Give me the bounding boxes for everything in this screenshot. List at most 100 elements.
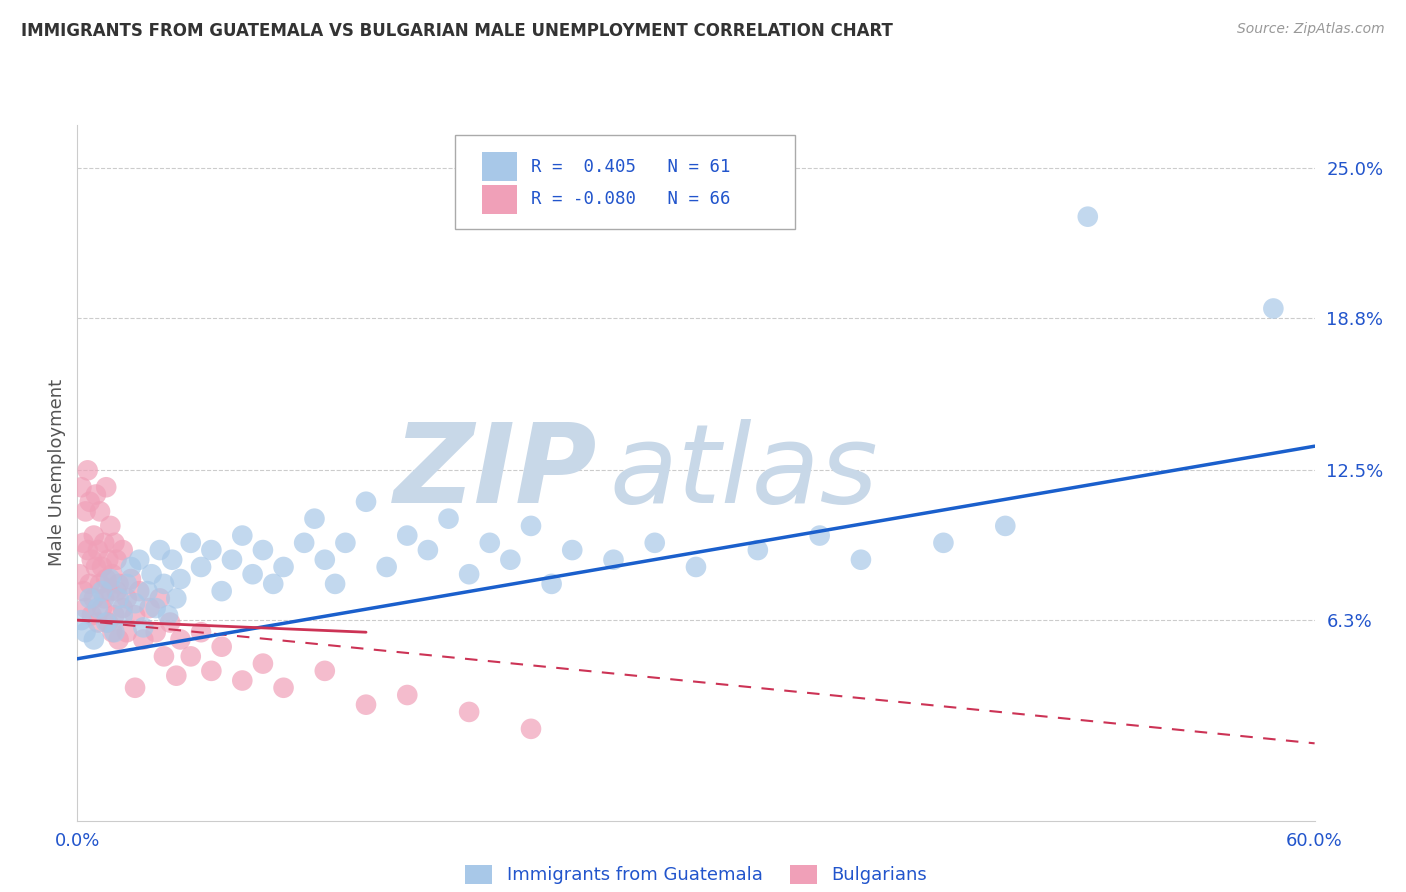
Point xyxy=(252,657,274,671)
Point xyxy=(105,552,128,567)
Point xyxy=(153,577,176,591)
Point xyxy=(103,536,125,550)
Point xyxy=(101,567,124,582)
Point xyxy=(107,632,129,647)
Point xyxy=(75,601,97,615)
Point xyxy=(808,528,831,542)
Point xyxy=(416,543,439,558)
Point xyxy=(79,591,101,606)
Point xyxy=(87,615,110,630)
Point xyxy=(157,608,180,623)
Point xyxy=(211,640,233,654)
Point xyxy=(115,577,138,591)
Point xyxy=(75,625,97,640)
Text: atlas: atlas xyxy=(609,419,877,526)
Point xyxy=(165,669,187,683)
Point xyxy=(128,552,150,567)
Point xyxy=(91,584,114,599)
Point xyxy=(478,536,501,550)
Point xyxy=(273,560,295,574)
Point xyxy=(159,615,181,630)
Point xyxy=(520,722,543,736)
Point xyxy=(292,536,315,550)
Point xyxy=(520,519,543,533)
Point xyxy=(231,673,253,688)
Point xyxy=(354,698,377,712)
Point xyxy=(98,572,121,586)
Point xyxy=(76,463,98,477)
Point xyxy=(160,552,183,567)
Point xyxy=(396,688,419,702)
Text: R = -0.080   N = 66: R = -0.080 N = 66 xyxy=(531,190,731,209)
Point xyxy=(124,681,146,695)
Point xyxy=(79,494,101,508)
Point xyxy=(190,625,212,640)
Point xyxy=(145,601,167,615)
Legend: Immigrants from Guatemala, Bulgarians: Immigrants from Guatemala, Bulgarians xyxy=(458,858,934,892)
Point xyxy=(499,552,522,567)
Text: IMMIGRANTS FROM GUATEMALA VS BULGARIAN MALE UNEMPLOYMENT CORRELATION CHART: IMMIGRANTS FROM GUATEMALA VS BULGARIAN M… xyxy=(21,22,893,40)
Point xyxy=(211,584,233,599)
Point xyxy=(335,536,357,550)
Y-axis label: Male Unemployment: Male Unemployment xyxy=(48,379,66,566)
Point xyxy=(67,567,90,582)
Point xyxy=(80,608,103,623)
Point xyxy=(180,536,202,550)
FancyBboxPatch shape xyxy=(482,185,516,214)
Point xyxy=(200,543,222,558)
Point xyxy=(396,528,419,542)
Point xyxy=(221,552,243,567)
Point xyxy=(98,584,121,599)
Point xyxy=(602,552,624,567)
Point xyxy=(91,560,114,574)
Point xyxy=(96,615,118,630)
Point xyxy=(304,511,326,525)
Point xyxy=(124,596,146,610)
Point xyxy=(437,511,460,525)
Point xyxy=(83,632,105,647)
Point xyxy=(89,504,111,518)
Point xyxy=(70,480,93,494)
FancyBboxPatch shape xyxy=(454,136,794,229)
Point xyxy=(849,552,872,567)
Point xyxy=(685,560,707,574)
Point xyxy=(111,601,134,615)
Point xyxy=(314,552,336,567)
Point xyxy=(97,615,120,630)
Point xyxy=(458,567,481,582)
Point xyxy=(231,528,253,542)
Point xyxy=(124,608,146,623)
Point xyxy=(70,613,93,627)
Point xyxy=(375,560,398,574)
Point xyxy=(87,601,110,615)
Point xyxy=(103,608,125,623)
Text: Source: ZipAtlas.com: Source: ZipAtlas.com xyxy=(1237,22,1385,37)
Point xyxy=(107,577,129,591)
Point xyxy=(72,584,94,599)
Point xyxy=(105,584,128,599)
Point xyxy=(153,649,176,664)
Point xyxy=(932,536,955,550)
Point xyxy=(314,664,336,678)
Point xyxy=(120,560,142,574)
Point xyxy=(252,543,274,558)
Point xyxy=(644,536,666,550)
Point xyxy=(93,536,115,550)
Point xyxy=(190,560,212,574)
Point xyxy=(169,572,191,586)
Point xyxy=(354,494,377,508)
Point xyxy=(145,625,167,640)
Point xyxy=(103,625,125,640)
Point xyxy=(115,625,138,640)
Point xyxy=(169,632,191,647)
Point xyxy=(994,519,1017,533)
Point xyxy=(561,543,583,558)
Point xyxy=(323,577,346,591)
Point xyxy=(262,577,284,591)
Point xyxy=(91,601,114,615)
Point xyxy=(273,681,295,695)
Point xyxy=(132,620,155,634)
Point xyxy=(136,584,159,599)
Text: ZIP: ZIP xyxy=(394,419,598,526)
Point xyxy=(76,543,98,558)
